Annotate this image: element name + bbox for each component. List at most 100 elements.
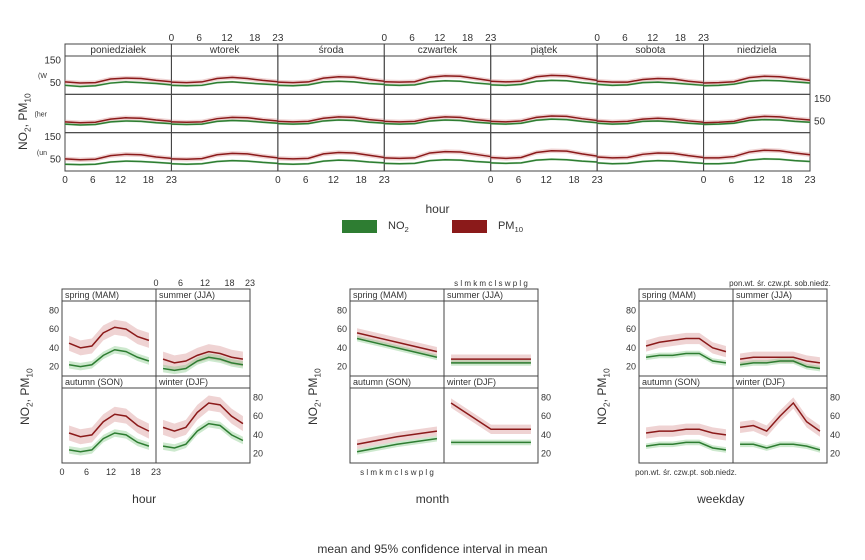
svg-text:wtorek: wtorek — [209, 45, 240, 56]
svg-text:150: 150 — [44, 56, 61, 67]
svg-text:środa: środa — [319, 45, 344, 56]
svg-text:40: 40 — [626, 343, 636, 353]
svg-text:spring (MAM): spring (MAM) — [642, 290, 696, 300]
svg-text:23: 23 — [698, 33, 710, 44]
chart-weekday: NO2, PM10 pon.wt. śr. czw.pt. sob.niedz.… — [591, 275, 851, 535]
caption: mean and 95% confidence interval in mean — [0, 542, 865, 556]
svg-text:20: 20 — [49, 362, 59, 372]
svg-text:6: 6 — [196, 33, 202, 44]
svg-text:50: 50 — [50, 155, 62, 166]
svg-text:80: 80 — [253, 392, 263, 402]
weekday-xlabel: weekday — [591, 492, 851, 506]
svg-text:40: 40 — [49, 343, 59, 353]
svg-text:60: 60 — [541, 411, 551, 421]
svg-text:summer (JJA): summer (JJA) — [447, 290, 503, 300]
svg-text:sobota: sobota — [635, 45, 665, 56]
ylabel-hour: NO2, PM10 — [18, 368, 34, 425]
ylabel-top: NO2, PM10 — [16, 93, 32, 150]
svg-text:s l m k m c l s w p l g: s l m k m c l s w p l g — [361, 468, 435, 477]
hour-svg: 06121823spring (MAM)summer (JJA)20406080… — [36, 275, 276, 485]
svg-text:80: 80 — [49, 305, 59, 315]
svg-text:18: 18 — [675, 33, 687, 44]
svg-text:23: 23 — [272, 33, 284, 44]
svg-text:0: 0 — [382, 33, 388, 44]
svg-text:20: 20 — [541, 449, 551, 459]
svg-text:6: 6 — [90, 175, 96, 186]
svg-text:60: 60 — [626, 324, 636, 334]
top-svg: 0 6 12 18 23 0 6 12 18 23 0 6 12 18 23 poniedziałek wtor… — [35, 30, 840, 195]
svg-text:12: 12 — [221, 33, 233, 44]
svg-text:50: 50 — [50, 78, 62, 89]
svg-text:6: 6 — [303, 175, 309, 186]
svg-text:18: 18 — [568, 175, 580, 186]
svg-text:winter (DJF): winter (DJF) — [446, 377, 496, 387]
svg-text:spring (MAM): spring (MAM) — [353, 290, 407, 300]
chart-month: NO2, PM10 s l m k m c l s w p l g spring … — [302, 275, 562, 535]
svg-text:6: 6 — [178, 278, 183, 288]
svg-text:6: 6 — [516, 175, 522, 186]
ylabel-month: NO2, PM10 — [306, 368, 322, 425]
svg-text:40: 40 — [830, 430, 840, 440]
svg-text:0: 0 — [594, 33, 600, 44]
svg-text:12: 12 — [106, 467, 116, 477]
svg-text:6: 6 — [409, 33, 415, 44]
svg-text:niedziela: niedziela — [737, 45, 777, 56]
legend-pm10-box — [452, 220, 487, 233]
svg-text:20: 20 — [626, 362, 636, 372]
svg-text:40: 40 — [253, 430, 263, 440]
svg-text:80: 80 — [337, 305, 347, 315]
svg-text:12: 12 — [115, 175, 127, 186]
svg-text:23: 23 — [379, 175, 391, 186]
svg-text:12: 12 — [200, 278, 210, 288]
bottom-row: NO2, PM10 0 6 12 18 23 spring (MAM) summer (JJ… — [0, 275, 865, 535]
svg-text:18: 18 — [131, 467, 141, 477]
svg-text:80: 80 — [830, 392, 840, 402]
svg-text:23: 23 — [804, 175, 816, 186]
svg-text:czwartek: czwartek — [418, 45, 458, 56]
svg-text:23: 23 — [166, 175, 178, 186]
svg-text:0: 0 — [169, 33, 175, 44]
svg-text:60: 60 — [830, 411, 840, 421]
legend-pm10-label: PM10 — [498, 220, 523, 232]
svg-text:150: 150 — [44, 132, 61, 143]
svg-text:80: 80 — [626, 305, 636, 315]
svg-text:s l m k m c l s w p l g: s l m k m c l s w p l g — [455, 279, 529, 288]
svg-text:40: 40 — [541, 430, 551, 440]
svg-text:20: 20 — [337, 362, 347, 372]
svg-text:(un: (un — [37, 150, 47, 157]
svg-text:20: 20 — [253, 449, 263, 459]
svg-text:6: 6 — [729, 175, 735, 186]
svg-text:23: 23 — [151, 467, 161, 477]
legend: NO2 PM10 — [0, 220, 865, 235]
month-xlabel: month — [302, 492, 562, 506]
svg-text:autumn (SON): autumn (SON) — [642, 377, 700, 387]
svg-text:piątek: piątek — [531, 45, 559, 56]
svg-text:18: 18 — [462, 33, 474, 44]
svg-text:18: 18 — [781, 175, 793, 186]
svg-text:60: 60 — [337, 324, 347, 334]
svg-text:18: 18 — [225, 278, 235, 288]
svg-text:18: 18 — [143, 175, 155, 186]
svg-text:pon.wt. śr. czw.pt. sob.niedz.: pon.wt. śr. czw.pt. sob.niedz. — [729, 279, 831, 288]
svg-text:12: 12 — [328, 175, 340, 186]
svg-text:40: 40 — [337, 343, 347, 353]
svg-text:20: 20 — [830, 449, 840, 459]
svg-text:6: 6 — [84, 467, 89, 477]
svg-text:18: 18 — [356, 175, 368, 186]
svg-text:0: 0 — [60, 467, 65, 477]
chart-hour: NO2, PM10 06121823spring (MAM)summer (JJ… — [14, 275, 274, 535]
svg-text:18: 18 — [249, 33, 261, 44]
svg-text:0: 0 — [62, 175, 68, 186]
weekday-svg: pon.wt. śr. czw.pt. sob.niedz. spring (MA… — [613, 275, 853, 485]
legend-no2-label: NO2 — [388, 220, 409, 232]
svg-text:0: 0 — [275, 175, 281, 186]
svg-text:0: 0 — [488, 175, 494, 186]
svg-text:80: 80 — [541, 392, 551, 402]
svg-text:60: 60 — [253, 411, 263, 421]
svg-text:poniedziałek: poniedziałek — [90, 45, 147, 56]
svg-text:autumn (SON): autumn (SON) — [353, 377, 411, 387]
svg-text:winter (DJF): winter (DJF) — [735, 377, 785, 387]
svg-text:summer (JJA): summer (JJA) — [159, 290, 215, 300]
ylabel-weekday: NO2, PM10 — [595, 368, 611, 425]
svg-text:60: 60 — [49, 324, 59, 334]
